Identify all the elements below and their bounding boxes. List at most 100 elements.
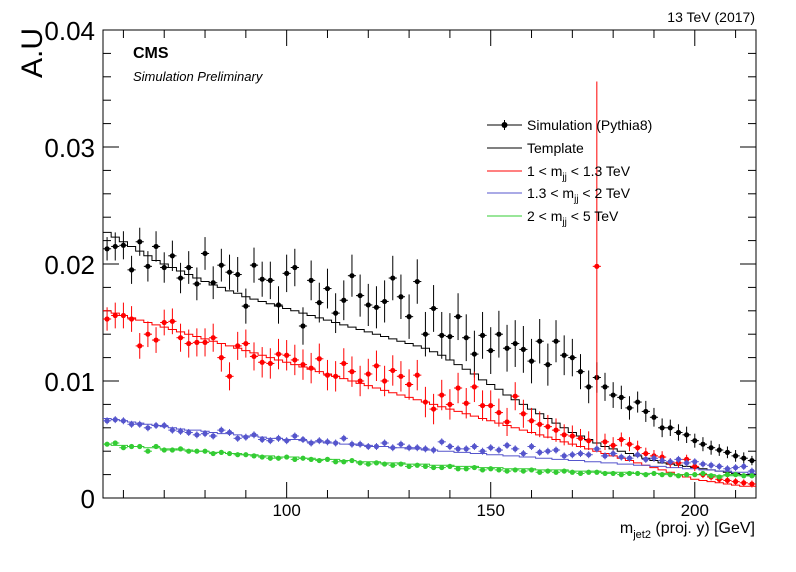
data-marker [528,418,535,424]
data-point [731,464,740,472]
data-marker [455,466,461,472]
data-point [168,308,177,335]
data-point [429,285,438,332]
data-point [535,448,544,456]
data-marker [537,421,543,427]
data-point [290,248,299,287]
data-point [445,389,454,420]
data-point [241,288,250,324]
data-marker [430,406,437,412]
data-point [380,365,389,397]
data-marker [414,445,420,451]
data-marker [479,402,486,409]
data-point [372,460,381,466]
data-point [600,470,610,477]
data-marker [749,468,755,474]
data-marker [169,447,175,453]
data-point [560,335,569,376]
data-marker [177,446,184,452]
data-marker [145,448,151,454]
data-marker [577,435,584,441]
data-marker [177,335,184,341]
legend-entry-mjj-1.3-2: 1.3 < mjj < 2 TeV [487,185,631,205]
data-marker [512,446,518,452]
data-marker [137,343,143,349]
data-marker [145,263,151,269]
data-point [421,463,430,470]
data-point [633,391,642,413]
data-point [511,467,520,473]
data-point [421,445,430,453]
data-marker [398,441,404,447]
data-marker [479,467,486,473]
data-point [307,352,316,384]
data-marker [692,463,698,470]
data-marker [300,436,306,443]
data-point [111,416,120,424]
data-point [282,340,291,371]
data-marker [341,297,347,303]
data-point [641,400,650,422]
data-point [568,338,577,377]
data-marker [243,340,249,347]
data-marker [194,448,200,454]
data-point [135,333,144,359]
data-marker [602,384,608,390]
data-marker [324,439,331,445]
data-marker [651,455,657,461]
data-point [347,356,357,387]
data-point [445,443,454,451]
data-point [298,455,308,461]
data-marker [512,393,518,399]
data-marker [243,452,249,458]
data-marker [692,472,698,478]
data-marker [545,424,551,430]
data-point [119,231,128,260]
data-marker [610,470,616,477]
data-point [258,435,267,444]
data-marker [137,239,143,245]
data-marker [692,438,698,444]
data-marker [471,443,477,450]
data-point [298,307,308,345]
data-marker [512,340,518,347]
data-point [437,438,446,446]
data-point [502,407,512,436]
data-point [298,349,308,380]
cms-label: CMS [133,45,169,62]
data-point [364,443,373,451]
data-marker [700,441,706,447]
data-marker [324,285,331,292]
data-point [200,448,210,454]
data-marker [382,378,388,384]
data-point [258,347,267,378]
data-marker [218,262,224,268]
data-point [119,302,128,329]
data-marker [243,434,249,440]
data-marker [218,355,224,361]
data-point [282,254,291,293]
y-tick-label: 0.04 [44,16,95,46]
data-point [356,460,365,466]
data-point [600,433,610,451]
data-point [111,232,120,261]
data-marker [414,372,420,378]
data-marker [308,365,314,371]
data-point [462,466,471,472]
data-point [111,302,120,329]
template-line [103,310,756,487]
data-point [347,254,357,297]
data-marker [324,456,331,462]
data-point [241,433,250,441]
data-point [649,407,659,427]
data-marker [235,343,241,349]
data-point [470,464,479,471]
data-point [413,462,422,468]
data-marker [398,373,404,379]
data-marker [553,469,559,475]
data-marker [439,392,445,398]
data-point [625,437,634,452]
legend-entry-mjj-1-1.3: 1 < mjj < 1.3 TeV [487,163,631,183]
data-marker [382,440,388,446]
data-marker [488,445,494,451]
